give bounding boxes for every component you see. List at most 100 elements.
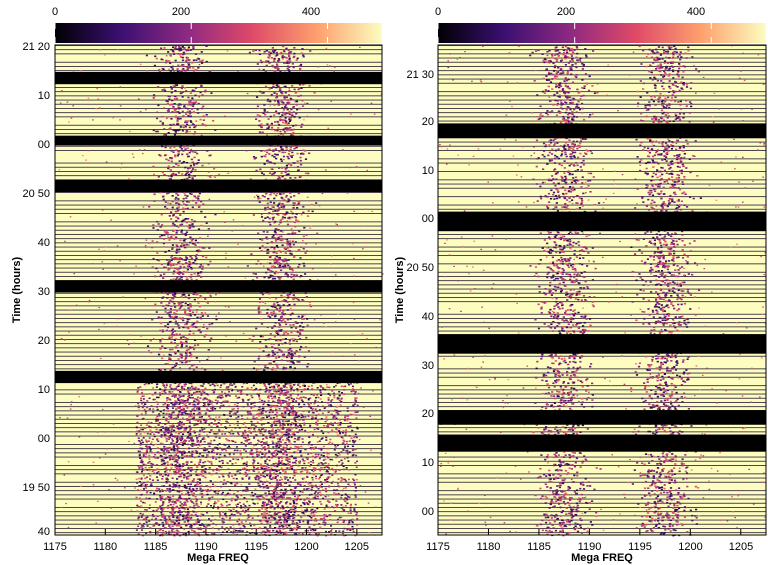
band-pixel xyxy=(312,467,315,469)
band-pixel xyxy=(292,339,295,342)
band-pixel xyxy=(207,349,210,351)
band-pixel xyxy=(196,108,199,111)
band-pixel xyxy=(185,130,188,132)
band-pixel xyxy=(269,161,272,164)
band-pixel xyxy=(282,151,285,154)
band-pixel xyxy=(291,151,294,154)
band-pixel xyxy=(288,116,291,119)
band-pixel xyxy=(164,347,167,350)
noise-pixel xyxy=(346,498,349,501)
band-pixel xyxy=(166,430,169,432)
band-pixel xyxy=(304,292,307,295)
band-pixel xyxy=(270,246,274,248)
band-pixel xyxy=(170,160,173,163)
band-pixel xyxy=(274,237,278,240)
noise-pixel xyxy=(185,447,188,450)
noise-pixel xyxy=(187,395,190,398)
noise-pixel xyxy=(292,499,295,502)
band-pixel xyxy=(180,354,183,357)
band-pixel xyxy=(163,517,166,520)
noise-pixel xyxy=(255,527,258,530)
noise-pixel xyxy=(352,530,355,533)
band-pixel xyxy=(177,324,180,327)
band-pixel xyxy=(161,529,165,532)
band-pixel xyxy=(288,57,291,60)
noise-pixel xyxy=(273,385,276,388)
band-pixel xyxy=(175,434,179,437)
band-pixel xyxy=(270,395,273,398)
band-pixel xyxy=(185,161,189,164)
band-pixel xyxy=(171,208,174,211)
noise-pixel xyxy=(208,490,211,492)
noise-pixel xyxy=(138,467,141,469)
band-pixel xyxy=(177,432,180,435)
band-pixel xyxy=(259,341,262,343)
band-pixel xyxy=(175,271,178,274)
noise-pixel xyxy=(221,462,224,464)
band-pixel xyxy=(163,468,166,470)
band-pixel xyxy=(290,273,293,276)
band-pixel xyxy=(182,160,185,163)
band-pixel xyxy=(184,256,188,258)
band-pixel xyxy=(298,249,301,251)
band-pixel xyxy=(285,516,288,519)
band-pixel xyxy=(282,446,285,449)
band-pixel xyxy=(278,519,281,521)
noise-pixel xyxy=(151,470,154,473)
band-pixel xyxy=(268,153,271,155)
noise-pixel xyxy=(222,511,225,513)
band-pixel xyxy=(269,262,272,265)
band-pixel xyxy=(169,498,172,501)
band-pixel xyxy=(264,207,267,209)
noise-pixel xyxy=(344,500,347,503)
band-pixel xyxy=(185,498,188,500)
band-pixel xyxy=(288,402,291,405)
scan-stripe xyxy=(55,271,382,273)
band-pixel xyxy=(190,101,193,104)
noise-pixel xyxy=(228,439,231,442)
band-pixel xyxy=(175,219,178,222)
noise-pixel xyxy=(144,516,147,519)
band-pixel xyxy=(183,266,186,268)
noise-pixel xyxy=(309,406,312,408)
noise-pixel xyxy=(298,521,301,523)
noise-pixel xyxy=(356,460,359,463)
noise-pixel xyxy=(169,464,172,467)
noise-pixel xyxy=(350,413,353,416)
band-pixel xyxy=(179,126,182,128)
noise-pixel xyxy=(208,518,211,520)
noise-pixel xyxy=(210,440,213,442)
noise-pixel xyxy=(326,425,329,427)
band-pixel xyxy=(172,334,176,336)
noise-pixel xyxy=(328,506,331,509)
band-pixel xyxy=(178,260,181,263)
band-pixel xyxy=(188,126,191,129)
noise-pixel xyxy=(177,406,180,409)
noise-pixel xyxy=(353,448,356,451)
noise-pixel xyxy=(212,418,215,421)
band-pixel xyxy=(264,526,267,529)
band-pixel xyxy=(287,409,290,412)
band-pixel xyxy=(279,235,282,238)
band-pixel xyxy=(183,393,186,395)
band-pixel xyxy=(178,304,181,306)
scan-stripe xyxy=(55,175,382,177)
noise-pixel xyxy=(139,512,142,515)
band-pixel xyxy=(189,325,193,328)
band-pixel xyxy=(280,196,283,199)
band-pixel xyxy=(281,424,284,427)
noise-pixel xyxy=(294,423,297,425)
band-pixel xyxy=(262,401,266,404)
band-pixel xyxy=(201,123,204,125)
noise-pixel xyxy=(347,483,350,486)
band-pixel xyxy=(283,355,286,358)
band-pixel xyxy=(195,498,199,501)
band-pixel xyxy=(294,510,297,513)
band-pixel xyxy=(282,206,285,209)
band-pixel xyxy=(165,506,168,509)
band-pixel xyxy=(292,412,295,414)
scan-stripe xyxy=(55,70,382,72)
noise-pixel xyxy=(184,516,187,518)
band-pixel xyxy=(160,357,164,360)
band-pixel xyxy=(173,445,176,447)
